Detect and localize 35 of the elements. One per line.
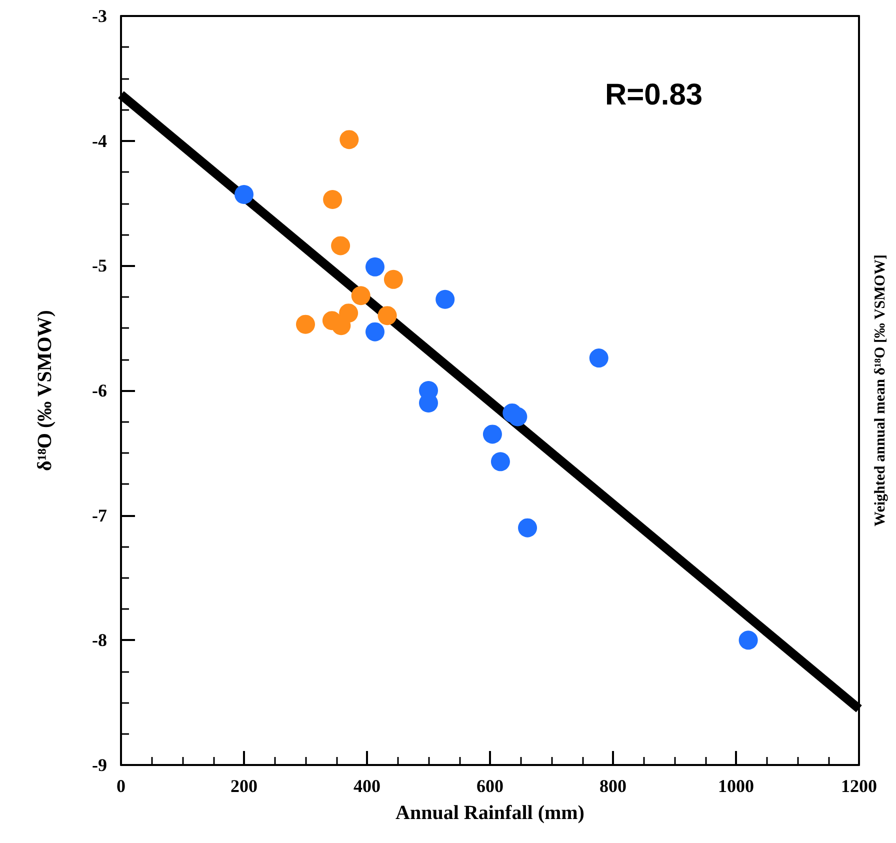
point [738,630,758,650]
point [589,348,608,368]
x-tick-label: 1200 [841,776,877,796]
x-tick-label: 400 [354,776,380,796]
y-tick-label: -7 [92,505,107,526]
point [378,306,397,326]
point [482,424,502,444]
point [518,518,538,538]
x-tick-label: 600 [476,776,504,796]
y-tick-label: -4 [92,130,107,151]
point [490,452,510,472]
point [508,407,528,426]
y-tick-label: -3 [92,6,107,26]
point [366,322,384,342]
x-tick-label: 800 [600,776,626,796]
point [323,190,342,209]
point [331,236,350,256]
y-tick-label: -5 [92,256,107,276]
x-tick-label: 200 [230,776,258,796]
point [351,286,370,306]
x-axis-title: Annual Rainfall (mm) [396,802,584,824]
y2-axis-title: Weighted annual mean δ¹⁸O [‰ VSMOW] [872,254,888,526]
point [296,314,315,334]
annotation: R=0.83 [605,78,703,112]
x-tick-label: 1000 [718,776,754,796]
point [340,130,359,150]
point [366,257,384,276]
y-tick-label: -8 [92,630,107,650]
y-axis-title: δ¹⁸O (‰ VSMOW) [34,310,56,471]
x-tick-label: 0 [116,776,126,796]
y-tick-label: -9 [92,755,107,775]
point [234,185,254,204]
point [436,290,455,309]
point [384,270,403,289]
y-tick-label: -6 [92,380,107,400]
